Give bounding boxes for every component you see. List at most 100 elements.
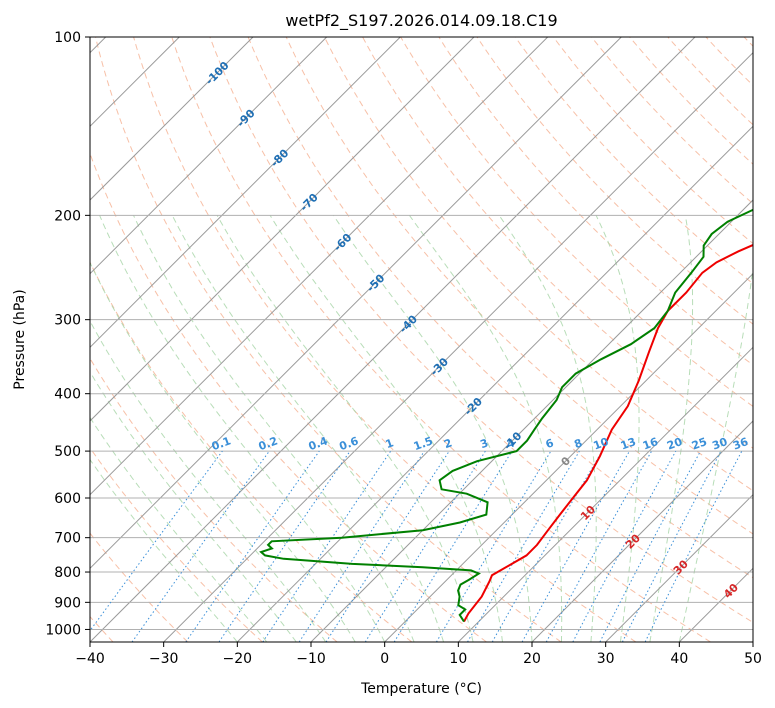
chart-title: wetPf2_S197.2026.014.09.18.C19	[285, 11, 557, 31]
moist-adiabat	[649, 215, 694, 642]
y-tick-label: 800	[54, 565, 81, 581]
y-tick-label: 700	[54, 531, 81, 547]
moist-adiabat	[90, 261, 356, 642]
isotherm-label: -50	[364, 271, 387, 294]
y-axis-label: Pressure (hPa)	[12, 289, 28, 389]
x-tick-label: 10	[449, 651, 467, 667]
moist-adiabat	[269, 215, 503, 642]
dry-adiabat	[552, 37, 753, 245]
x-axis-ticks: −40 −30 −20 −10 0 10 20 30 40 50	[75, 642, 762, 667]
mixing-ratio-label: 1	[384, 436, 396, 451]
dry-adiabat	[591, 37, 753, 205]
y-tick-label: 900	[54, 595, 81, 611]
isotherm-label: -80	[268, 146, 291, 169]
mixing-ratio-label: 8	[572, 436, 584, 451]
moist-adiabat	[90, 416, 268, 642]
moist-adiabat	[99, 215, 386, 642]
mixing-ratio-label: 16	[641, 435, 660, 453]
mixing-ratio-label: 20	[665, 435, 684, 453]
y-tick-label: 100	[54, 30, 81, 46]
isotherm	[310, 199, 753, 642]
mixing-ratio-line	[545, 450, 653, 642]
y-tick-label: 300	[54, 313, 81, 329]
temperature-profile	[463, 243, 753, 623]
x-tick-label: −40	[75, 651, 105, 667]
x-tick-label: −30	[149, 651, 179, 667]
mixing-ratio-line	[599, 450, 701, 642]
isotherm-label: -100	[203, 59, 232, 88]
moist-adiabat	[90, 370, 297, 642]
x-axis-label: Temperature (°C)	[360, 681, 482, 697]
isotherm	[163, 51, 753, 642]
isotherm-label: -20	[462, 395, 485, 418]
dry-adiabat	[171, 37, 711, 642]
y-tick-label: 200	[54, 208, 81, 224]
mixing-ratio-line	[298, 450, 425, 642]
mixing-ratio-line	[262, 450, 392, 642]
moist-adiabat	[678, 264, 753, 642]
mixing-ratio-label: 13	[619, 435, 638, 452]
dry-adiabat	[438, 37, 753, 366]
dry-adiabat	[133, 37, 637, 642]
isotherm-label: 40	[721, 581, 741, 601]
isotherm-label: 10	[578, 503, 598, 523]
isotherm	[90, 37, 696, 642]
dry-adiabat	[90, 152, 487, 642]
dry-adiabat	[476, 37, 753, 325]
y-tick-label: 500	[54, 444, 81, 460]
x-tick-label: 40	[670, 651, 688, 667]
y-axis-ticks: 100 200 300 400 500 600 700 800 900 1000	[45, 30, 90, 638]
dry-adiabat	[90, 261, 413, 642]
isotherm	[531, 420, 753, 642]
isotherm-label: -70	[298, 191, 321, 214]
isotherm	[90, 37, 475, 422]
moist-adiabat	[408, 215, 563, 642]
mixing-ratio-label: 10	[592, 435, 611, 453]
mixing-ratio-line	[185, 450, 320, 642]
isotherm	[605, 493, 753, 642]
dry-adiabat	[743, 37, 753, 47]
mixing-ratio-line	[325, 450, 450, 642]
dry-adiabat	[400, 37, 753, 408]
x-tick-label: −20	[223, 651, 253, 667]
isotherm	[90, 37, 328, 275]
dry-adiabat	[629, 37, 753, 165]
dry-adiabat	[90, 532, 189, 642]
mixing-ratio-label: 1.5	[412, 434, 435, 453]
moist-adiabat	[133, 215, 415, 642]
mixing-ratio-line	[131, 450, 270, 642]
moist-adiabat	[171, 215, 445, 642]
x-tick-label: 50	[744, 651, 762, 667]
dry-adiabat	[705, 37, 753, 87]
mixing-ratio-label: 0.1	[210, 434, 233, 453]
plot-frame	[89, 36, 754, 643]
dry-adiabat	[247, 37, 753, 579]
mixing-ratio-line	[644, 450, 743, 642]
isotherm	[90, 37, 401, 349]
mixing-ratio-label: 3	[478, 436, 490, 451]
isotherm	[678, 567, 753, 642]
mixing-ratio-label: 0.4	[307, 434, 330, 453]
mixing-ratio-label: 6	[544, 436, 556, 451]
isotherm	[457, 346, 753, 642]
moist-adiabat	[595, 215, 640, 642]
mixing-ratio-line	[90, 450, 223, 632]
dry-adiabat	[209, 37, 753, 623]
dry-adiabat	[514, 37, 753, 285]
isotherm	[90, 37, 254, 201]
y-tick-label: 400	[54, 387, 81, 403]
mixing-ratio-line	[467, 450, 580, 642]
mixing-ratio-line	[218, 450, 351, 642]
dry-adiabat	[90, 357, 338, 642]
mixing-ratio-label: 0.2	[257, 434, 280, 453]
moist-adiabat	[90, 320, 327, 642]
isotherm	[90, 37, 549, 496]
dewpoint-profile	[259, 208, 753, 623]
moist-adiabat	[216, 215, 474, 642]
mixing-ratio-label: 2	[442, 436, 454, 451]
x-tick-label: 20	[523, 651, 541, 667]
x-tick-label: −10	[296, 651, 326, 667]
mixing-ratio-label: 30	[710, 435, 729, 453]
mixing-ratio-label: 0.6	[338, 434, 361, 453]
